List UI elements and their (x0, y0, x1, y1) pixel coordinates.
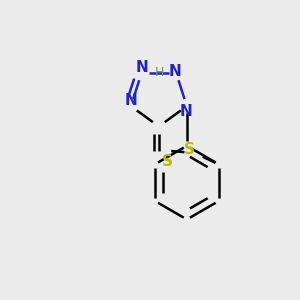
Text: S: S (162, 154, 172, 169)
Text: H: H (154, 66, 164, 79)
Text: N: N (180, 104, 192, 119)
Text: N: N (124, 93, 137, 108)
Text: S: S (184, 142, 195, 157)
Text: N: N (168, 64, 181, 79)
Text: N: N (135, 60, 148, 75)
